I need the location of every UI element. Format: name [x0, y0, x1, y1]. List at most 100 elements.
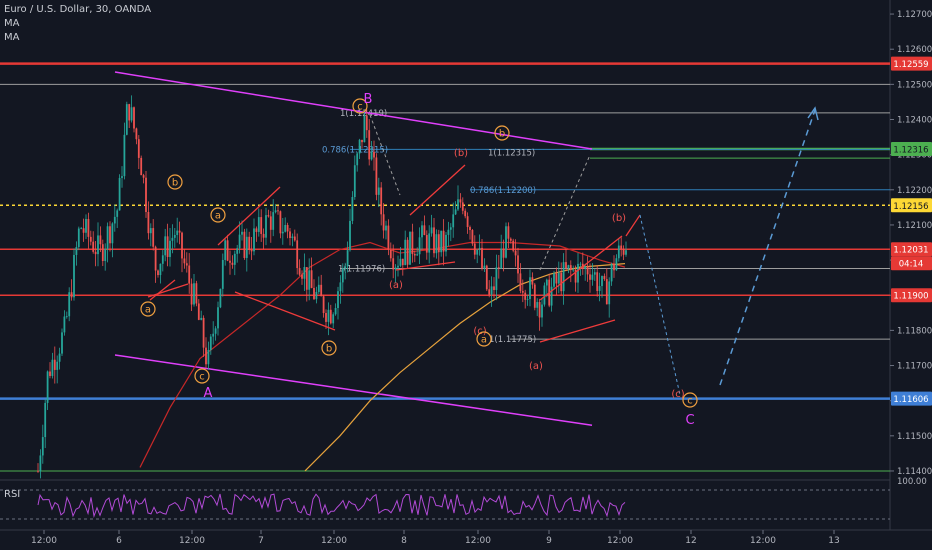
candle-body [380, 187, 383, 215]
candle-body [92, 241, 95, 252]
candle-body [315, 291, 318, 300]
pattern-trend-line[interactable] [625, 214, 641, 237]
candle-body [454, 209, 457, 215]
price-tick-label: 1.12200 [897, 186, 932, 196]
candle-body [181, 232, 183, 259]
candle-body [87, 218, 90, 237]
ma-indicator-2-label[interactable]: MA [4, 32, 20, 43]
candle-body [411, 231, 414, 255]
candle-body [476, 249, 479, 255]
candle-body [293, 236, 296, 241]
candle-body [536, 302, 539, 308]
wave-label-circle [167, 174, 183, 190]
symbol-legend[interactable]: Euro / U.S. Dollar, 30, OANDA [4, 4, 152, 15]
wave-label-circle [476, 331, 492, 347]
candle-body [58, 353, 61, 362]
candle-body [413, 254, 416, 256]
wave-label-circle [210, 207, 226, 223]
candle-body [70, 292, 73, 298]
pattern-trend-line[interactable] [539, 319, 616, 343]
candle-body [373, 151, 375, 158]
channel-upper-line[interactable] [114, 71, 593, 150]
price-badge-text: 1.12031 [893, 246, 928, 256]
price-badge[interactable] [891, 242, 932, 257]
price-badge[interactable] [891, 198, 932, 213]
candle-body [245, 236, 248, 258]
candle-body [514, 250, 517, 256]
candle-body [579, 263, 582, 265]
candle-body [598, 286, 601, 291]
candle-body [195, 283, 198, 304]
candle-body [425, 234, 428, 253]
candle-body [123, 134, 126, 177]
candle-body [596, 272, 599, 291]
time-tick-label: 12:00 [179, 536, 205, 546]
candle-body [49, 371, 51, 376]
pattern-trend-line[interactable] [149, 279, 176, 301]
candle-body [159, 263, 162, 276]
candle-body [101, 244, 104, 262]
candle-body [430, 227, 433, 234]
candle-body [610, 263, 613, 282]
candle-body [397, 265, 399, 268]
candle-body [171, 237, 174, 241]
wave-label-circle [494, 125, 510, 141]
time-tick-label: 6 [116, 536, 122, 546]
candle-body [219, 288, 222, 308]
moving-average-red[interactable] [139, 241, 626, 468]
wave-label-text: B [364, 92, 373, 107]
candle-body [613, 263, 615, 271]
candle-body [377, 187, 380, 195]
candle-body [243, 231, 246, 258]
price-badge-text: 1.12156 [893, 202, 928, 212]
candle-body [135, 128, 138, 140]
price-badge[interactable] [891, 288, 932, 303]
pattern-trend-line[interactable] [147, 283, 189, 298]
candle-body [435, 234, 438, 254]
candle-body [471, 230, 474, 244]
candle-body [133, 107, 135, 129]
candle-body [382, 214, 385, 231]
candle-body [356, 153, 359, 166]
pattern-trend-line[interactable] [409, 164, 466, 216]
candle-body [577, 263, 579, 283]
candle-body [349, 220, 351, 251]
candle-body [178, 230, 181, 233]
candle-body [284, 224, 287, 232]
time-tick-label: 12:00 [607, 536, 633, 546]
price-tick-label: 1.11400 [897, 467, 932, 477]
candle-body [169, 240, 171, 257]
price-badge[interactable] [891, 56, 932, 71]
candle-body [334, 308, 337, 315]
price-badge[interactable] [891, 391, 932, 406]
price-badge[interactable] [891, 256, 932, 271]
price-tick-label: 1.12600 [897, 45, 932, 55]
candle-body [296, 240, 299, 269]
rsi-line[interactable] [37, 493, 626, 518]
candle-body [320, 284, 323, 297]
projection-dashed-line [719, 109, 816, 386]
time-tick-label: 13 [828, 536, 839, 546]
candle-body [512, 240, 515, 251]
wave-label-text: b [326, 344, 332, 355]
pattern-trend-line[interactable] [395, 261, 456, 271]
projection-dashed-line [639, 214, 681, 396]
pattern-trend-line[interactable] [539, 235, 623, 301]
pattern-trend-line[interactable] [234, 291, 336, 331]
price-badge[interactable] [891, 142, 932, 157]
candle-body [392, 258, 395, 270]
moving-average-orange[interactable] [304, 263, 626, 472]
candle-body [329, 309, 332, 324]
candlestick-series[interactable] [37, 95, 627, 479]
pattern-trend-line[interactable] [217, 186, 281, 246]
rsi-indicator-label[interactable]: RSI [4, 489, 21, 500]
ma-indicator-1-label[interactable]: MA [4, 18, 20, 29]
candle-body [205, 347, 207, 365]
candle-body [166, 236, 169, 257]
candle-body [457, 199, 459, 210]
candle-body [418, 237, 421, 255]
candle-body [505, 226, 507, 258]
